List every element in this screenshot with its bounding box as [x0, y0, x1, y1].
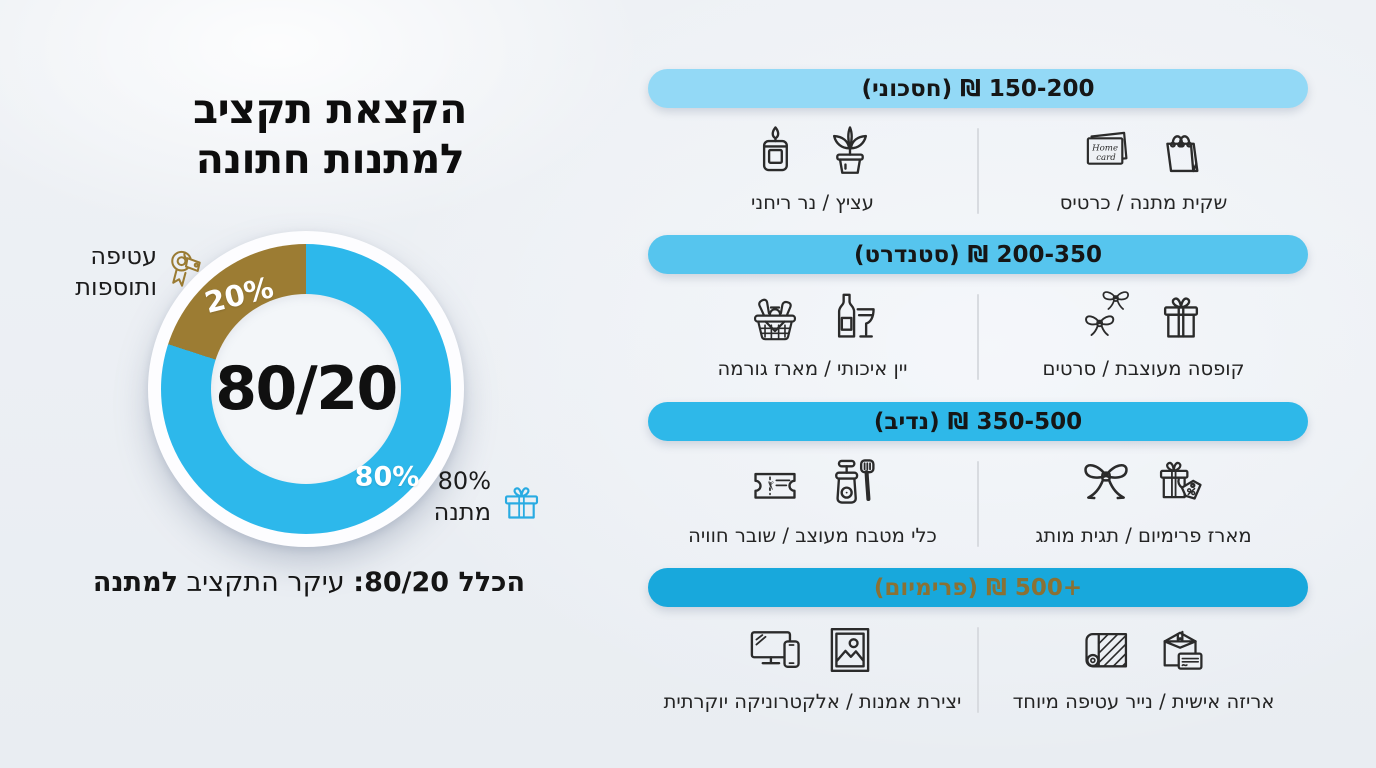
donut-chart: 80/20 [148, 231, 464, 547]
tier-budget: 150-200 ₪ (חסכוני) שקית מתנה / כרטיס עצי… [648, 69, 1308, 214]
annotation-line: ותוספות [75, 272, 157, 301]
gift-box-icon [1152, 288, 1210, 346]
page-title: הקצאת תקציב למתנות חתונה [120, 84, 540, 184]
column-divider [977, 627, 979, 713]
gift-icon [499, 480, 544, 525]
tier-col-label: יצירת אמנות / אלקטרוניקה יוקרתית [663, 690, 962, 713]
gift-bag-icon [1152, 122, 1210, 180]
title-line1: הקצאת תקציב [193, 85, 467, 133]
donut-center-label: 80/20 [215, 354, 398, 424]
annotation-line: מתנה [433, 497, 491, 526]
tier-col-label: שקית מתנה / כרטיס [1059, 191, 1228, 214]
wine-icon [821, 288, 879, 346]
tier-col-right: אריזה אישית / נייר עטיפה מיוחד [979, 613, 1308, 713]
slice-20-annotation: עטיפה ותוספות [23, 241, 157, 302]
greeting-card-icon [1077, 122, 1135, 180]
wrapping-paper-icon [1077, 621, 1135, 679]
tier-premium: +500 ₪ (פרימיום) אריזה אישית / נייר עטיפ… [648, 568, 1308, 713]
donut-hole [211, 294, 401, 484]
tier-col-right: קופסה מעוצבת / סרטים [979, 280, 1308, 380]
tier-col-label: קופסה מעוצבת / סרטים [1042, 357, 1245, 380]
annotation-line: 80% [437, 467, 491, 495]
rule-bold-tail: למתנה [92, 567, 178, 598]
annotation-line: עטיפה [90, 242, 157, 270]
potted-plant-icon [821, 122, 879, 180]
voucher-icon [743, 455, 807, 513]
tier-generous: 350-500 ₪ (נדיב) מארז פרימיום / תגית מות… [648, 402, 1308, 547]
slice-80-label: 80% [354, 461, 420, 493]
tier-col-left: עציץ / נר ריחני [648, 114, 977, 214]
gourmet-basket-icon [746, 288, 804, 346]
tier-banner: 200-350 ₪ (סטנדרט) [648, 235, 1308, 274]
ribbons-icon [1077, 288, 1135, 346]
electronics-icon [746, 621, 804, 679]
tier-standard: 200-350 ₪ (סטנדרט) קופסה מעוצבת / סרטים … [648, 235, 1308, 380]
kitchen-tools-icon [824, 455, 882, 513]
tier-banner: +500 ₪ (פרימיום) [648, 568, 1308, 607]
tier-banner: 150-200 ₪ (חסכוני) [648, 69, 1308, 108]
big-bow-icon [1077, 455, 1135, 513]
personal-package-icon [1152, 621, 1210, 679]
tier-col-label: מארז פרימיום / תגית מותג [1035, 524, 1252, 547]
tier-col-left: יין איכותי / מארז גורמה [648, 280, 977, 380]
tier-col-left: כלי מטבח מעוצב / שובר חוויה [648, 447, 977, 547]
column-divider [977, 128, 979, 214]
tier-col-label: כלי מטבח מעוצב / שובר חוויה [688, 524, 937, 547]
scented-candle-icon [746, 122, 804, 180]
tier-col-label: אריזה אישית / נייר עטיפה מיוחד [1012, 690, 1275, 713]
gift-tag-icon [1152, 455, 1210, 513]
title-line2: למתנות חתונה [195, 135, 465, 184]
column-divider [977, 461, 979, 547]
tier-col-right: שקית מתנה / כרטיס [979, 114, 1308, 214]
tier-col-right: מארז פרימיום / תגית מותג [979, 447, 1308, 547]
rule-bold-lead: הכלל 80/20: [353, 567, 525, 598]
art-frame-icon [821, 621, 879, 679]
tier-col-label: עציץ / נר ריחני [751, 191, 874, 214]
tier-col-left: יצירת אמנות / אלקטרוניקה יוקרתית [648, 613, 977, 713]
slice-80-annotation: 80% מתנה [411, 466, 491, 527]
tier-banner: 350-500 ₪ (נדיב) [648, 402, 1308, 441]
ribbon-badge-icon [161, 245, 208, 292]
rule-text: הכלל 80/20: עיקר התקציב למתנה [55, 567, 525, 598]
column-divider [977, 294, 979, 380]
tier-col-label: יין איכותי / מארז גורמה [717, 357, 908, 380]
rule-middle: עיקר התקציב [177, 567, 354, 598]
